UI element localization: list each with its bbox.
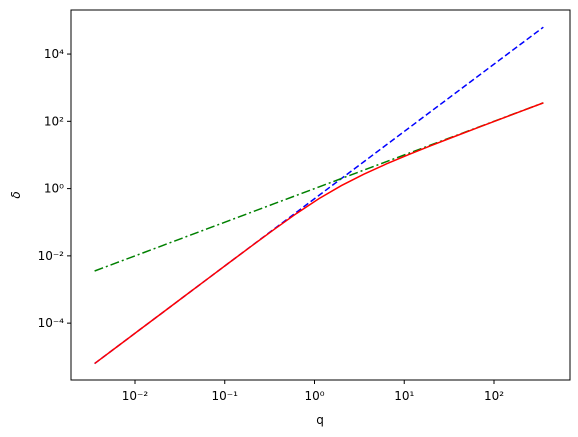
x-tick-label: 10⁻² [122,389,149,403]
y-tick-label: 10⁴ [44,47,64,61]
plot-frame [70,9,571,381]
y-tick-label: 10² [44,114,64,128]
x-axis-label: q [316,413,324,427]
x-tick-label: 10¹ [394,389,414,403]
series-line [94,102,544,365]
x-tick-label: 10² [484,389,504,403]
x-tick-label: 10⁰ [304,389,324,403]
x-tick-label: 10⁻¹ [212,389,239,403]
y-axis-label: δ [9,191,23,198]
y-tick-label: 10⁰ [44,182,64,196]
y-tick-label: 10⁻⁴ [38,316,65,330]
y-tick-label: 10⁻² [38,249,65,263]
